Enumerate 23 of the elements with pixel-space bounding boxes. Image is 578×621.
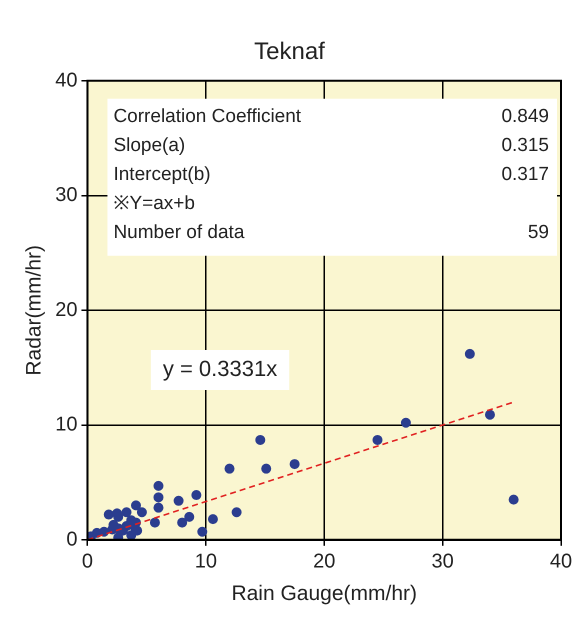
x-tick-label: 0 (82, 550, 94, 572)
x-tick-label: 20 (313, 550, 336, 572)
annotation: 59 (528, 222, 549, 244)
y-tick-label: 20 (55, 298, 78, 321)
y-axis-title: Radar(mm/hr) (22, 244, 46, 376)
annotation: Intercept(b) (113, 164, 211, 186)
x-tick-label: 10 (194, 550, 217, 572)
annotation: Number of data (113, 222, 245, 244)
annotation: Correlation Coefficient (113, 106, 302, 128)
annotation: y = 0.3331x (162, 356, 278, 382)
y-tick-label: 0 (66, 528, 78, 550)
x-tick-label: 30 (431, 550, 454, 572)
x-tick-label: 40 (550, 550, 572, 572)
y-tick-label: 40 (55, 69, 78, 92)
x-axis-title: Rain Gauge(mm/hr) (231, 582, 418, 606)
annotation: 0.317 (501, 164, 549, 186)
y-tick-label: 30 (55, 184, 78, 206)
y-tick-label: 10 (55, 414, 78, 436)
annotation: 0.315 (501, 135, 549, 156)
annotation: ※Y=ax+b (113, 193, 195, 214)
chart-title: Teknaf (254, 38, 326, 66)
annotation: Slope(a) (113, 135, 186, 156)
annotation: 0.849 (501, 106, 549, 128)
